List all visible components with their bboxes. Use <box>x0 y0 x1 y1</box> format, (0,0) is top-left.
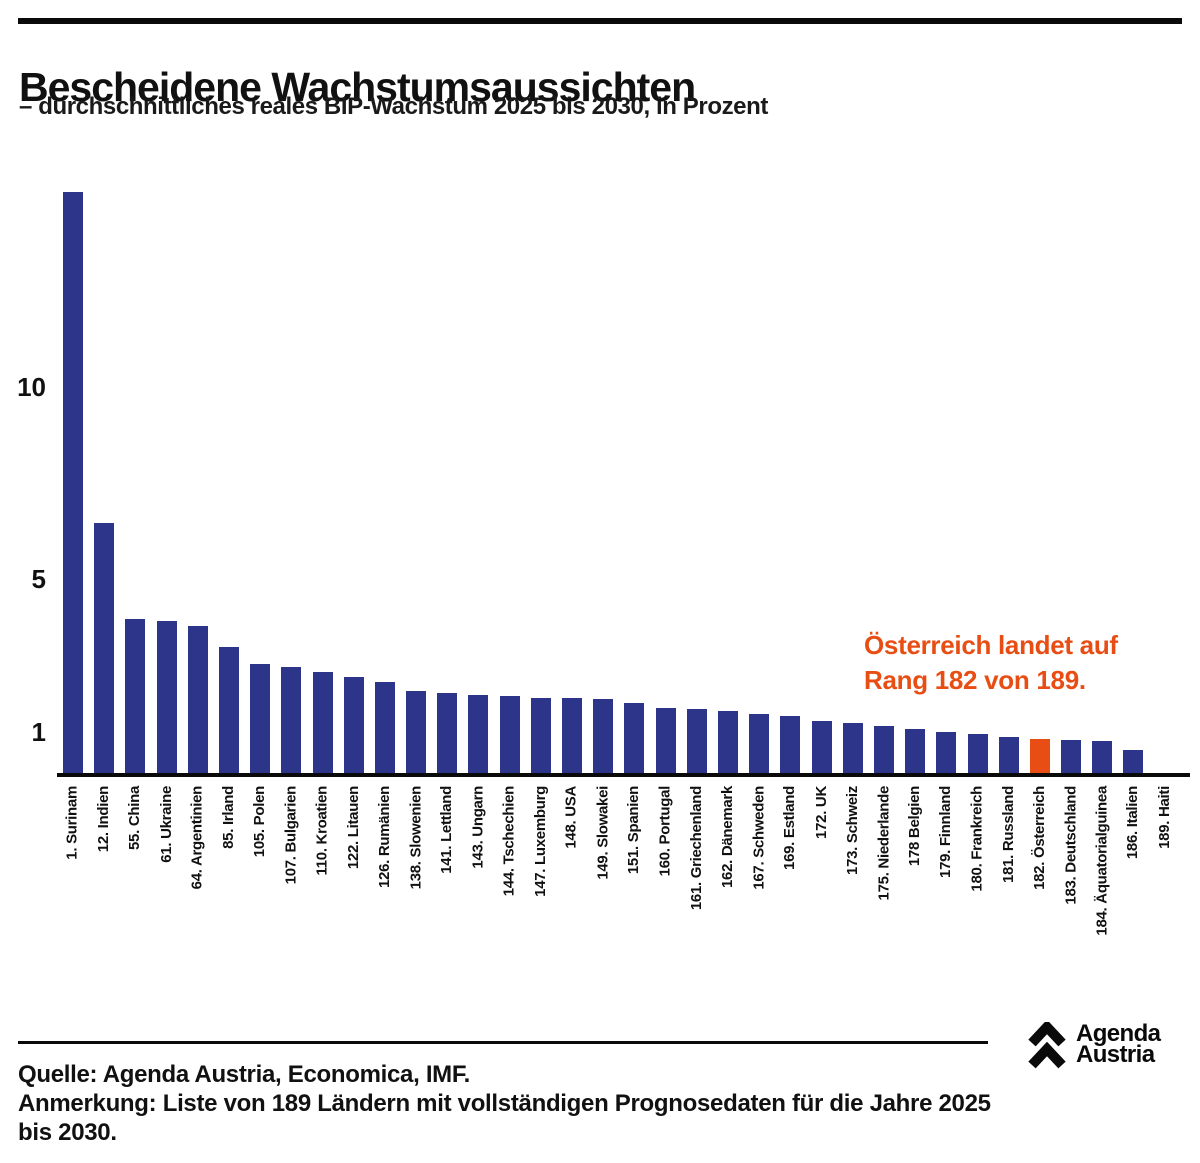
x-axis-label: 151. Spanien <box>625 786 643 875</box>
footer-notes: Quelle: Agenda Austria, Economica, IMF. … <box>18 1060 1003 1147</box>
bar-167. Schweden <box>749 714 770 773</box>
agenda-austria-logo: Agenda Austria <box>1028 1021 1188 1071</box>
x-axis-label: 122. Litauen <box>344 786 362 870</box>
bar-105. Polen <box>250 663 271 773</box>
bar-149. Slowakei <box>593 698 614 773</box>
x-axis-label: 182. Österreich <box>1030 786 1048 890</box>
footer-rule <box>18 1041 988 1044</box>
bar-183. Deutschland <box>1061 740 1082 773</box>
bar-160. Portugal <box>655 708 676 773</box>
bar-12. Indien <box>94 522 115 773</box>
x-axis-label: 105. Polen <box>251 786 269 858</box>
bar-85. Irland <box>218 646 239 773</box>
bar-184. Äquatorialguinea <box>1092 740 1113 773</box>
x-axis-label: 107. Bulgarien <box>282 786 300 885</box>
x-axis-label: 184. Äquatorialguinea <box>1093 786 1111 936</box>
bar-55. China <box>125 618 146 773</box>
x-axis-label: 189. Haiti <box>1155 786 1173 849</box>
x-axis-label: 172. UK <box>812 786 830 839</box>
logo-line-2: Austria <box>1076 1041 1155 1068</box>
annotation-line-2: Rang 182 von 189. <box>864 665 1086 695</box>
x-axis-label: 55. China <box>126 786 144 850</box>
double-chevron-icon <box>1028 1022 1066 1069</box>
bar-122. Litauen <box>343 676 364 773</box>
x-axis-label: 178 Belgien <box>906 786 924 867</box>
x-axis-label: 186. Italien <box>1124 786 1142 860</box>
note-line-2: bis 2030. <box>18 1119 117 1146</box>
bar-175. Niederlande <box>873 725 894 773</box>
bar-126. Rumänien <box>374 681 395 773</box>
x-axis-label: 138. Slowenien <box>407 786 425 890</box>
x-axis-label: 167. Schweden <box>750 786 768 890</box>
bar-1. Surinam <box>63 191 83 773</box>
bar-172. UK <box>811 721 832 773</box>
note-line-1: Anmerkung: Liste von 189 Ländern mit vol… <box>18 1090 991 1117</box>
bar-182. Österreich <box>1029 738 1050 773</box>
x-axis-label: 147. Luxemburg <box>531 786 549 897</box>
bar-138. Slowenien <box>406 691 427 773</box>
x-axis-label: 148. USA <box>563 786 581 849</box>
logo-wordmark: Agenda Austria <box>1076 1020 1161 1068</box>
x-axis-line <box>57 773 1190 777</box>
x-axis-label: 61. Ukraine <box>157 786 175 863</box>
x-axis-label: 180. Frankreich <box>968 786 986 892</box>
x-axis-label: 141. Lettland <box>438 786 456 874</box>
bar-180. Frankreich <box>967 734 988 773</box>
x-axis-label: 160. Portugal <box>656 786 674 877</box>
x-axis-label: 162. Dänemark <box>719 786 736 889</box>
x-axis-label: 85. Irland <box>219 786 237 849</box>
x-axis-label: 12. Indien <box>95 786 113 853</box>
y-tick-label: 10 <box>17 372 46 402</box>
logo-line-1: Agenda <box>1076 1020 1161 1047</box>
x-axis-label: 183. Deutschland <box>1062 786 1080 905</box>
x-axis-label: 126. Rumänien <box>375 786 393 888</box>
bar-162. Dänemark <box>717 710 738 773</box>
bar-161. Griechenland <box>686 708 707 773</box>
bar-107. Bulgarien <box>281 666 302 773</box>
bar-179. Finnland <box>936 732 957 773</box>
bar-64. Argentinien <box>187 625 208 773</box>
x-axis-label: 175. Niederlande <box>874 786 892 901</box>
x-axis-label: 173. Schweiz <box>843 786 861 875</box>
highlight-annotation: Österreich landet auf Rang 182 von 189. <box>864 628 1184 698</box>
bar-144. Tschechien <box>499 696 520 773</box>
annotation-line-1: Österreich landet auf <box>864 630 1118 660</box>
x-axis-label: 110. Kroatien <box>313 786 331 876</box>
x-axis-label: 161. Griechenland <box>687 786 705 911</box>
page-title: Bescheidene Wachstumsaussichten <box>19 64 696 111</box>
bar-181. Russland <box>998 737 1019 773</box>
bar-178 Belgien <box>905 729 926 773</box>
x-axis-label: 179. Finnland <box>937 786 955 878</box>
x-axis-label: 64. Argentinien <box>188 786 206 890</box>
x-axis-label: 143. Ungarn <box>469 786 487 869</box>
bar-151. Spanien <box>624 702 645 773</box>
page-subtitle: – durchschnittliches reales BIP-Wachstum… <box>19 93 768 120</box>
bar-141. Lettland <box>437 692 458 773</box>
y-tick-label: 1 <box>31 716 46 747</box>
x-axis-label: 144. Tschechien <box>500 786 518 897</box>
bar-61. Ukraine <box>156 621 177 773</box>
top-rule <box>18 18 1182 24</box>
bar-110. Kroatien <box>312 671 333 773</box>
bar-186. Italien <box>1123 750 1144 773</box>
x-axis-label: 1. Surinam <box>64 786 81 860</box>
x-axis-label: 169. Estland <box>781 786 799 870</box>
source-line: Quelle: Agenda Austria, Economica, IMF. <box>18 1061 470 1088</box>
bar-169. Estland <box>780 716 801 773</box>
x-axis-label: 149. Slowakei <box>594 786 612 880</box>
bar-148. USA <box>562 698 583 773</box>
x-axis-label: 181. Russland <box>999 786 1017 883</box>
bar-173. Schweiz <box>842 722 863 773</box>
y-tick-label: 5 <box>31 563 46 594</box>
bar-143. Ungarn <box>468 695 489 773</box>
bar-147. Luxemburg <box>530 697 551 773</box>
